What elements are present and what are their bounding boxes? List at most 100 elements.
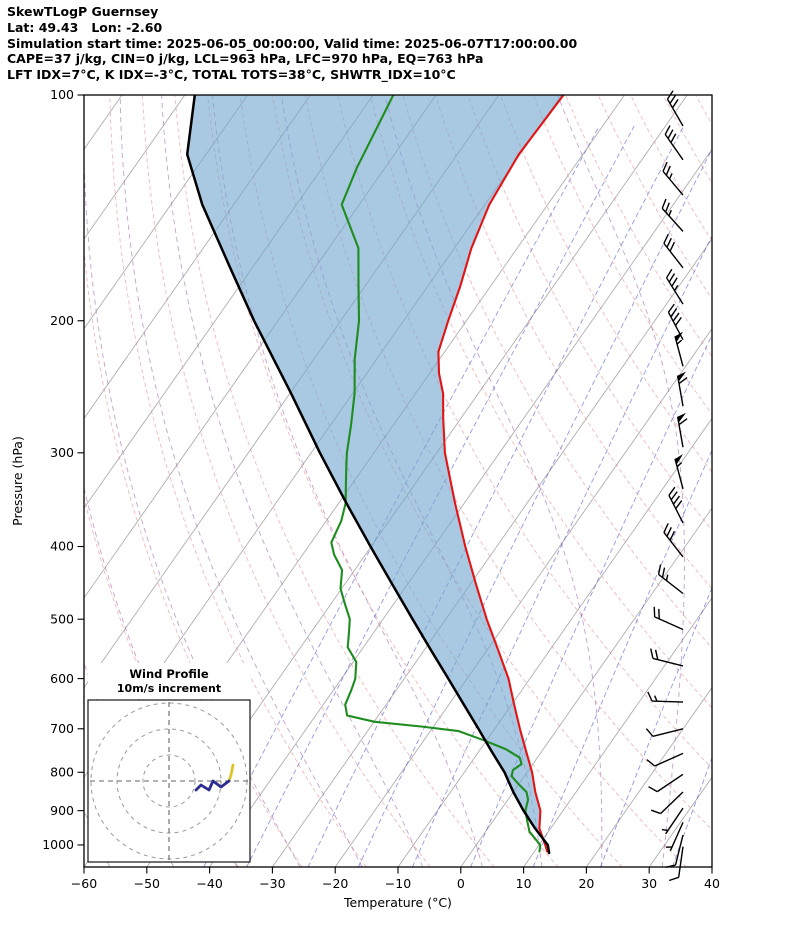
indices-line-1: CAPE=37 j/kg, CIN=0 j/kg, LCL=963 hPa, L…	[7, 51, 484, 67]
chart-title: SkewTLogP Guernsey	[7, 4, 159, 19]
wind-barb	[665, 822, 684, 852]
time-line: Simulation start time: 2025-06-05_00:00:…	[7, 35, 578, 51]
hodograph-title-backplate	[88, 663, 250, 699]
hodograph-title: Wind Profile	[129, 667, 209, 681]
wind-barb	[674, 454, 684, 489]
hodograph-frame	[87, 699, 251, 863]
moist-adiabat-line	[557, 95, 685, 867]
hodograph-ring	[142, 754, 196, 808]
wind-barb	[664, 125, 684, 161]
dry-adiabat-line	[499, 95, 712, 473]
temperature-tick-label: −50	[134, 876, 160, 891]
wind-barb	[665, 834, 684, 868]
temperature-curve	[437, 95, 565, 853]
dry-adiabat-line	[337, 95, 712, 769]
mixing-ratio-line	[411, 234, 712, 867]
hodograph-trace-upper	[227, 763, 235, 783]
wind-barb	[650, 648, 684, 667]
wind-barb	[657, 564, 684, 595]
sounding-profiles	[185, 95, 565, 855]
wind-barb	[676, 412, 688, 448]
dry-adiabat-line	[695, 95, 712, 126]
moist-adiabat-line	[161, 95, 424, 867]
isotherm-line	[84, 95, 248, 330]
wind-barb	[674, 331, 684, 367]
mixing-ratio-line	[600, 586, 712, 867]
isotherm-line	[209, 148, 712, 867]
pressure-axis-label: Pressure (hPa)	[10, 436, 25, 526]
wind-barb	[663, 233, 684, 269]
dry-adiabat-line	[532, 95, 712, 415]
wind-barb	[653, 606, 684, 631]
mixing-ratio-line	[470, 333, 712, 867]
temperature-tick-label: 30	[641, 876, 657, 891]
temperature-tick-label: 10	[516, 876, 532, 891]
temperature-tick-label: 40	[704, 876, 720, 891]
wind-barb	[647, 691, 684, 703]
indices-line-2: LFT IDX=7°C, K IDX=-3°C, TOTAL TOTS=38°C…	[7, 67, 456, 83]
mixing-ratio-line	[671, 756, 712, 867]
wind-barb	[663, 523, 684, 558]
dry-adiabat-line	[434, 95, 712, 590]
hodograph-subtitle: 10m/s increment	[116, 682, 222, 695]
temperature-tick-label: −30	[259, 876, 285, 891]
wind-barb-column	[645, 90, 688, 882]
moist-adiabat-line	[84, 809, 111, 867]
dry-adiabat-line	[207, 95, 559, 867]
pressure-tick-label: 600	[50, 671, 74, 686]
moist-adiabat-line	[84, 136, 301, 867]
pressure-tick-label: 300	[50, 445, 74, 460]
temperature-tick-label: −40	[196, 876, 222, 891]
pressure-tick-label: 100	[50, 87, 74, 102]
wind-barb	[662, 161, 684, 196]
wind-barb	[661, 807, 684, 835]
wind-barb	[645, 728, 684, 737]
pressure-tick-label: 700	[50, 721, 74, 736]
location-line: Lat: 49.43 Lon: -2.60	[7, 19, 163, 35]
isotherm-line	[586, 686, 712, 867]
moist-adiabat-line	[211, 95, 483, 867]
temperature-tick-label: −60	[71, 876, 97, 891]
isotherm-line	[334, 327, 712, 867]
wind-barb	[650, 791, 684, 815]
isotherm-line	[272, 238, 712, 867]
dry-adiabat-line	[662, 95, 712, 184]
temperature-tick-label: −10	[385, 876, 411, 891]
mixing-ratio-line	[246, 125, 635, 867]
isotherm-line	[84, 95, 186, 240]
hodograph-trace-lower	[194, 779, 231, 792]
wind-barb	[648, 773, 684, 793]
hodograph-inset	[87, 663, 251, 863]
wind-barb	[668, 486, 684, 524]
wind-barb	[665, 268, 684, 305]
wind-barb	[668, 846, 684, 882]
dry-adiabat-line	[728, 95, 794, 867]
mixing-ratio-line	[307, 125, 685, 867]
pressure-tick-label: 900	[50, 803, 74, 818]
dry-adiabat-line	[467, 95, 712, 531]
isotherm-line	[711, 866, 712, 867]
mixing-ratio-line	[532, 449, 712, 867]
pressure-tick-label: 500	[50, 611, 74, 626]
chart-header: SkewTLogP Guernsey Lat: 49.43 Lon: -2.60…	[7, 4, 577, 83]
cape-shade-area	[187, 95, 564, 845]
pressure-tick-label: 400	[50, 539, 74, 554]
temperature-tick-label: 0	[457, 876, 465, 891]
dewpoint-curve	[330, 95, 542, 853]
wind-barb	[646, 752, 684, 767]
temperature-tick-label: 20	[578, 876, 594, 891]
pressure-tick-label: 800	[50, 764, 74, 779]
isotherm-line	[0, 95, 59, 867]
mixing-ratio-line	[357, 148, 712, 867]
pressure-tick-label: 1000	[42, 837, 74, 852]
temperature-tick-label: −20	[322, 876, 348, 891]
isotherm-line	[523, 597, 712, 867]
wind-barb	[666, 90, 684, 127]
wind-barb	[661, 198, 684, 232]
dry-adiabat-line	[565, 95, 712, 358]
dry-adiabat-line	[141, 95, 431, 867]
wind-barb	[676, 371, 688, 407]
